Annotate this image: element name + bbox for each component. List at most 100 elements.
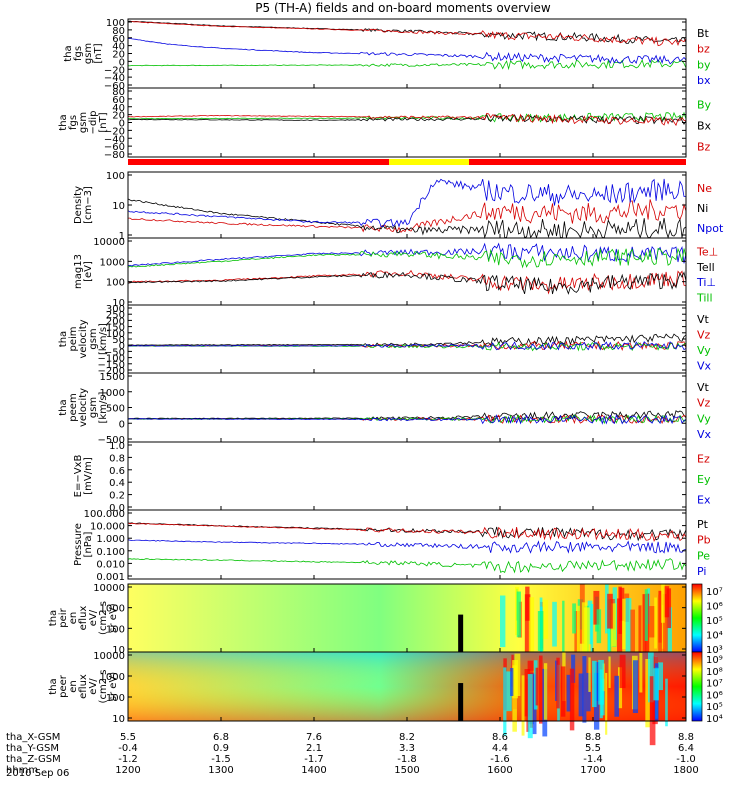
spectrogram-streak bbox=[617, 598, 623, 661]
spectrogram-streak bbox=[528, 597, 535, 663]
y-axis-label: mag13 bbox=[73, 254, 84, 289]
spectrogram-streak bbox=[662, 593, 668, 661]
legend-entry: Vy bbox=[697, 344, 711, 357]
panel-frame bbox=[127, 509, 687, 580]
y-axis-label: sr eV) bbox=[108, 603, 119, 632]
date-label: 2010 Sep 06 bbox=[6, 768, 69, 779]
x-row-value: 1600 bbox=[487, 765, 512, 776]
y-tick-label: 1 bbox=[119, 231, 125, 242]
series-Ne bbox=[128, 199, 687, 234]
y-axis-label: gsm bbox=[78, 112, 89, 133]
x-row-value: 1200 bbox=[115, 765, 140, 776]
x-row-value: 6.4 bbox=[678, 743, 694, 754]
y-axis-label: gsm bbox=[88, 397, 99, 418]
spectrogram-streak bbox=[608, 656, 611, 688]
legend-entry: Vz bbox=[697, 397, 711, 410]
series-Vx bbox=[127, 414, 687, 425]
x-row-value: 5.5 bbox=[585, 743, 601, 754]
spectrogram-streak bbox=[605, 584, 609, 634]
y-tick-label: 1000 bbox=[100, 672, 125, 683]
y-axis-label: fgs bbox=[68, 115, 79, 130]
spectrogram-streak bbox=[619, 654, 626, 689]
spectrogram-streak bbox=[556, 657, 560, 709]
y-tick-label: 60 bbox=[112, 95, 125, 106]
y-tick-label: 0.4 bbox=[109, 478, 125, 489]
series-Pb bbox=[127, 522, 687, 543]
y-tick-label: −80 bbox=[104, 150, 125, 161]
spectrogram-streak bbox=[592, 660, 597, 708]
spectrogram-streak bbox=[552, 601, 557, 647]
x-row-value: -1.8 bbox=[397, 754, 417, 765]
y-tick-label: −150 bbox=[98, 360, 125, 371]
y-axis-label: eV/ bbox=[88, 678, 99, 695]
x-row-value: -1.0 bbox=[676, 754, 696, 765]
series-Ti⊥ bbox=[127, 242, 687, 267]
legend-entry: Bx bbox=[697, 120, 712, 133]
series-Bz bbox=[127, 112, 687, 127]
x-row-value: 8.6 bbox=[492, 732, 508, 743]
x-row-value: -1.6 bbox=[490, 754, 510, 765]
legend-entry: Ne bbox=[697, 182, 712, 195]
legend-entry: bx bbox=[697, 74, 711, 87]
x-row-value: -1.7 bbox=[304, 754, 324, 765]
y-axis-label: sr eV) bbox=[108, 672, 119, 701]
spectrogram-streak bbox=[560, 666, 566, 717]
spectrogram-streak bbox=[622, 598, 626, 650]
spectrogram-streak bbox=[630, 609, 635, 675]
panel-p4: 100 10 1 Density [cm−3] Ne Ni Npot bbox=[73, 171, 724, 242]
y-axis-label: Pressure bbox=[73, 523, 84, 566]
data-gap bbox=[458, 614, 464, 652]
colorbar-label: 10⁴ bbox=[706, 631, 723, 642]
y-axis-label: [eV] bbox=[83, 261, 94, 282]
x-row-label: hhmm bbox=[6, 765, 38, 776]
series-bx bbox=[127, 37, 687, 65]
spectrogram-streak bbox=[658, 594, 662, 660]
spectrogram-streak bbox=[625, 598, 632, 655]
y-tick-label: 100 bbox=[106, 329, 125, 340]
spectrogram-streak bbox=[611, 603, 617, 647]
spectrogram-streak bbox=[537, 611, 544, 651]
y-tick-label: 0.010 bbox=[96, 559, 125, 570]
spectrogram-streak bbox=[596, 609, 602, 644]
spectrogram-streak bbox=[512, 665, 517, 732]
y-axis-label: [km/s] bbox=[98, 323, 109, 355]
y-tick-label: 1000 bbox=[100, 257, 125, 268]
y-axis-label: en bbox=[68, 612, 79, 625]
x-row-value: 8.8 bbox=[585, 732, 601, 743]
spectrogram-streak bbox=[644, 589, 648, 641]
y-tick-label: −50 bbox=[104, 347, 125, 358]
legend-entry: Pe bbox=[697, 549, 710, 562]
y-tick-label: 0.6 bbox=[109, 466, 125, 477]
legend-entry: Ey bbox=[697, 473, 711, 486]
legend-entry: Te⊥ bbox=[696, 246, 718, 259]
colorbar-label: 10⁶ bbox=[706, 690, 723, 701]
y-tick-label: −20 bbox=[104, 126, 125, 137]
y-axis-label: tha bbox=[48, 678, 59, 694]
y-axis-label: tha bbox=[58, 331, 69, 347]
y-tick-label: −100 bbox=[98, 354, 125, 365]
y-axis-label: eV/ bbox=[88, 609, 99, 626]
colorbar-p10 bbox=[691, 583, 703, 653]
spectrogram-streak bbox=[542, 599, 549, 639]
data-gap bbox=[458, 683, 464, 721]
x-row-value: 1400 bbox=[301, 765, 326, 776]
x-row-value: 5.5 bbox=[120, 732, 136, 743]
y-axis-label: [mV/m] bbox=[83, 457, 94, 495]
panel-p5: 10000 1000 100 10 mag13 [eV] Te⊥ Tell Ti⊥ Till bbox=[73, 237, 718, 309]
legend-entry: Vx bbox=[697, 428, 712, 441]
legend-entry: Ex bbox=[697, 494, 711, 507]
y-axis-label: fgs bbox=[73, 46, 84, 61]
panel-frame bbox=[127, 87, 687, 158]
x-row-label: tha_Z-GSM bbox=[6, 754, 61, 765]
legend-entry: Ez bbox=[697, 452, 710, 465]
colorbar-label: 10⁷ bbox=[706, 587, 723, 598]
panel-frame bbox=[127, 18, 687, 89]
y-tick-label: 40 bbox=[112, 103, 125, 114]
y-axis-label: [nPa] bbox=[83, 531, 94, 557]
y-tick-label: 150 bbox=[106, 323, 125, 334]
x-row-value: 4.4 bbox=[492, 743, 508, 754]
spectrogram-streak bbox=[638, 606, 641, 664]
